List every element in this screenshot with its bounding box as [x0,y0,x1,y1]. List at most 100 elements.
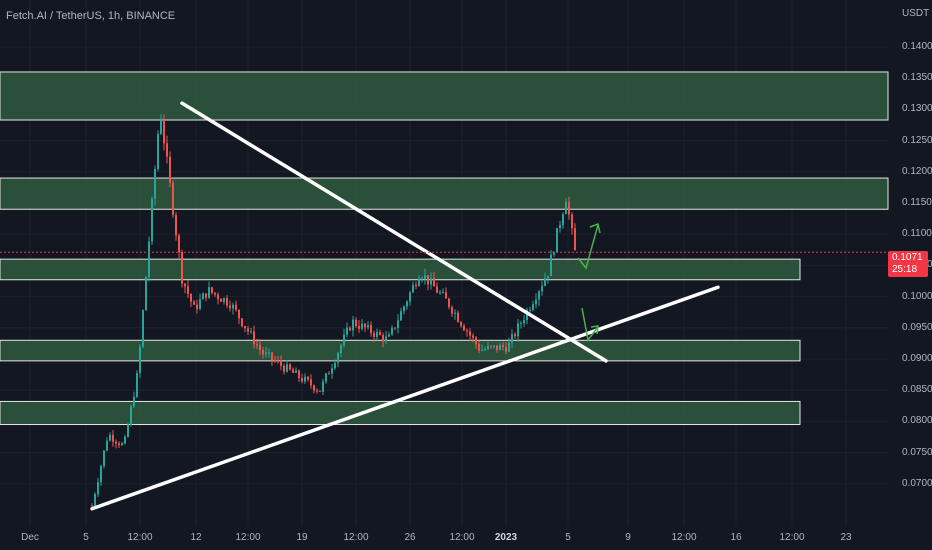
candle-body [127,424,129,437]
y-tick-label: 0.1000 [902,290,932,302]
candle-body [385,336,387,342]
candle-body [265,352,267,355]
candle-body [115,441,117,444]
candle-body [103,450,105,467]
x-tick-label: 5 [83,532,89,543]
y-tick-label: 0.1300 [902,103,932,115]
candle-body [271,352,273,360]
candle-body [475,337,477,345]
candle-body [313,385,315,391]
y-tick-label: 0.0800 [902,415,932,427]
y-tick-label: 0.0850 [902,384,932,396]
candle-body [421,278,423,280]
candle-body [505,347,507,352]
x-tick-label: 5 [565,532,571,543]
trendlines[interactable] [90,101,720,511]
candle-body [292,369,294,373]
candle-body [415,284,417,286]
candle-body [508,342,510,352]
candle-body [259,344,261,351]
last-price-value: 0.1071 [892,252,923,263]
y-tick-label: 0.0750 [902,446,932,458]
candle-body [331,368,333,374]
candle-body [172,182,174,216]
candle-body [181,252,183,284]
candle-body [166,143,168,157]
candle-body [349,327,351,331]
projection-arrows[interactable] [577,222,601,342]
candle-body [286,364,288,372]
candle-body [145,276,147,311]
candle-body [427,275,429,285]
candle-body [274,359,276,361]
candlestick-series [91,114,576,509]
x-tick-label: 16 [730,532,742,543]
candle-body [241,318,243,327]
candle-body [547,275,549,279]
x-tick-label: 9 [625,532,631,543]
candle-body [523,320,525,324]
candle-body [310,379,312,386]
candle-body [193,301,195,305]
candle-body [109,434,111,441]
candle-body [436,286,438,293]
last-price-tag: 0.1071 25:18 [888,251,928,277]
candle-body [262,350,264,355]
candle-body [106,440,108,451]
y-tick-label: 0.0900 [902,353,932,364]
x-tick-label: 12:00 [127,532,153,543]
candle-body [160,120,162,134]
candle-body [517,323,519,337]
candle-body [151,198,153,242]
candle-body [358,326,360,329]
symbol-title[interactable]: Fetch.AI / TetherUS, 1h, BINANCE [6,10,176,22]
y-tick-label: 0.1100 [902,228,932,240]
candle-body [379,331,381,335]
price-zone [0,400,801,426]
x-tick-label: 12:00 [343,532,369,543]
price-zone [0,71,889,121]
candle-body [487,345,489,350]
x-tick-label: 12:00 [779,532,805,543]
candle-body [136,373,138,397]
candle-body [478,344,480,351]
candle-body [514,334,516,337]
candle-body [220,299,222,302]
x-tick-label: 12:00 [449,532,475,543]
y-tick-label: 0.1200 [902,165,932,177]
candle-body [190,293,192,302]
candle-body [496,345,498,350]
candle-body [196,304,198,309]
candle-body [520,323,522,325]
candle-body [433,278,435,287]
bar-countdown: 25:18 [892,264,918,275]
x-tick-label: 2023 [494,532,518,543]
y-tick-label: 0.1350 [902,72,932,84]
candle-body [466,330,468,332]
candle-body [163,120,165,144]
candle-body [532,304,534,310]
support-resistance-zones[interactable] [0,71,889,426]
candle-body [424,275,426,279]
candle-body [247,328,249,332]
candle-body [283,365,285,372]
candle-body [277,360,279,362]
candle-body [439,292,441,294]
candle-body [361,323,363,329]
candle-body [400,311,402,321]
candle-body [367,324,369,328]
candle-body [373,333,375,337]
candle-body [418,279,420,286]
candle-body [175,215,177,236]
trendline [180,101,608,363]
candle-body [316,390,318,392]
y-tick-label: 0.0950 [902,321,932,333]
candle-body [334,362,336,369]
candle-body [529,309,531,311]
candle-body [457,312,459,322]
candle-body [568,202,570,215]
candle-body [94,494,96,506]
candle-body [235,304,237,310]
candle-body [394,327,396,329]
